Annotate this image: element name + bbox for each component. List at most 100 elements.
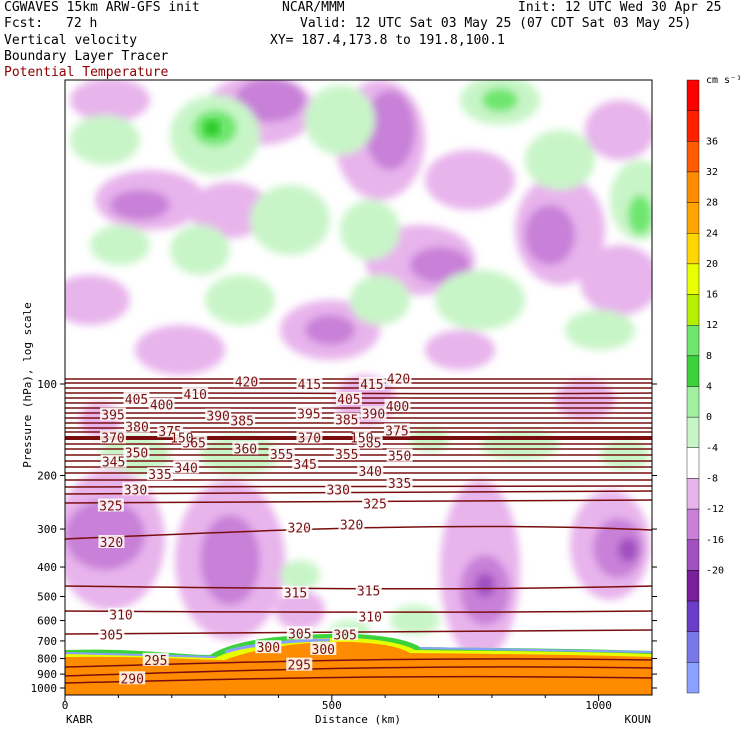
theta-label: 370	[298, 432, 321, 447]
x-axis-title: Distance (km)	[315, 713, 401, 726]
colorbar-swatch	[686, 355, 700, 387]
theta-label-bg	[362, 496, 389, 510]
theta-label: 380	[125, 421, 148, 436]
init-time: Init: 12 UTC Wed 30 Apr 25	[518, 0, 722, 15]
theta-label: 360	[234, 443, 257, 458]
theta-label: 340	[358, 465, 381, 480]
theta-label-bg	[310, 641, 337, 655]
y-tick-label: 400	[37, 561, 57, 574]
colorbar-swatch	[686, 294, 700, 326]
theta-label: 415	[298, 378, 321, 393]
theta-label: 390	[206, 410, 229, 425]
theta-label-bg	[286, 626, 313, 640]
theta-label: 410	[183, 388, 206, 403]
theta-label-bg	[233, 374, 260, 388]
theta-label: 335	[148, 468, 171, 483]
theta-label: 300	[312, 643, 335, 658]
theta-label: 330	[124, 483, 147, 498]
theta-label-bg	[97, 498, 124, 512]
colorbar-swatch	[686, 539, 700, 571]
x-tick-label: 0	[62, 699, 69, 712]
field-potential-temperature: Potential Temperature	[4, 65, 169, 80]
theta-label-bg	[333, 412, 360, 426]
theta-label: 390	[362, 407, 385, 422]
endpoint-left: KABR	[66, 713, 93, 726]
theta-label: 345	[293, 458, 316, 473]
theta-label-bg	[100, 454, 127, 468]
theta-label-bg	[296, 377, 323, 390]
theta-label-bg	[232, 441, 259, 455]
theta-label-bg	[182, 387, 209, 401]
colorbar-label: 28	[706, 198, 718, 209]
colorbar-swatch	[686, 508, 700, 540]
theta-label: 350	[125, 446, 148, 461]
theta-label-bg	[100, 407, 127, 421]
colorbar-swatch	[686, 447, 700, 479]
theta-label: 150	[170, 432, 193, 447]
theta-label-bg	[229, 413, 256, 427]
theta-label-bg	[292, 456, 319, 470]
theta-label: 345	[102, 456, 125, 471]
theta-label: 400	[150, 399, 173, 414]
x-axis: 0 500 1000	[62, 695, 612, 712]
theta-label-bg	[123, 391, 150, 405]
cross-section-xy: XY= 187.4,173.8 to 191.8,100.1	[270, 33, 505, 48]
theta-label-bg	[205, 408, 232, 422]
theta-label: 335	[388, 477, 411, 492]
theta-label-bg	[355, 583, 382, 597]
theta-label: 375	[385, 424, 408, 439]
theta-label-bg	[385, 371, 412, 385]
theta-label: 395	[101, 409, 124, 424]
theta-label: 295	[144, 654, 167, 669]
y-axis-title: Pressure (hPa), log scale	[21, 302, 34, 468]
theta-label: 320	[288, 521, 311, 536]
theta-label: 395	[297, 407, 320, 422]
theta-label-bg	[296, 430, 323, 444]
colorbar-label: 12	[706, 320, 718, 331]
theta-label: 420	[387, 373, 410, 388]
colorbar-label: -16	[706, 535, 724, 546]
theta-label: 340	[174, 461, 197, 476]
theta-label: 370	[101, 432, 124, 447]
theta-label-bg	[286, 520, 313, 534]
field-boundary-tracer: Boundary Layer Tracer	[4, 49, 169, 64]
theta-label: 305	[288, 627, 311, 642]
theta-label-bg	[142, 652, 169, 666]
colorbar-swatch	[686, 478, 700, 510]
theta-label-bg	[358, 377, 385, 390]
theta-label-bg	[146, 467, 173, 481]
theta-label: 290	[120, 672, 143, 687]
colorbar-swatch	[686, 79, 700, 111]
theta-label-bg	[325, 482, 352, 496]
colorbar-label: 4	[706, 382, 712, 393]
theta-label: 300	[257, 641, 280, 656]
forecast-value: 72 h	[66, 16, 98, 31]
theta-label: 400	[386, 400, 409, 415]
colorbar-unit: cm s⁻¹	[706, 75, 740, 86]
x-tick-label: 500	[322, 699, 342, 712]
theta-label-bg	[122, 482, 149, 496]
plot-frame	[64, 79, 653, 696]
theta-label: 305	[100, 628, 123, 643]
theta-label-bg	[357, 463, 384, 477]
theta-label-bg	[119, 671, 146, 685]
colorbar-swatch	[686, 631, 700, 663]
theta-label-bg	[98, 535, 125, 549]
colorbar-swatch	[686, 325, 700, 357]
valid-time: Valid: 12 UTC Sat 03 May 25 (07 CDT Sat …	[300, 16, 692, 31]
theta-label-bg	[338, 517, 365, 531]
endpoint-right: KOUN	[625, 713, 652, 726]
theta-label-bg	[286, 657, 313, 671]
forecast-label: Fcst:	[4, 16, 44, 31]
theta-label: 355	[270, 448, 293, 463]
colorbar-label: 8	[706, 351, 712, 362]
colorbar-label: -4	[706, 443, 718, 454]
theta-label-bg	[172, 430, 191, 444]
theta-label-bg	[123, 445, 150, 459]
theta-label: 325	[363, 497, 386, 512]
colorbar-label: 32	[706, 167, 718, 178]
theta-label: 355	[335, 448, 358, 463]
theta-label-bg	[357, 609, 384, 623]
